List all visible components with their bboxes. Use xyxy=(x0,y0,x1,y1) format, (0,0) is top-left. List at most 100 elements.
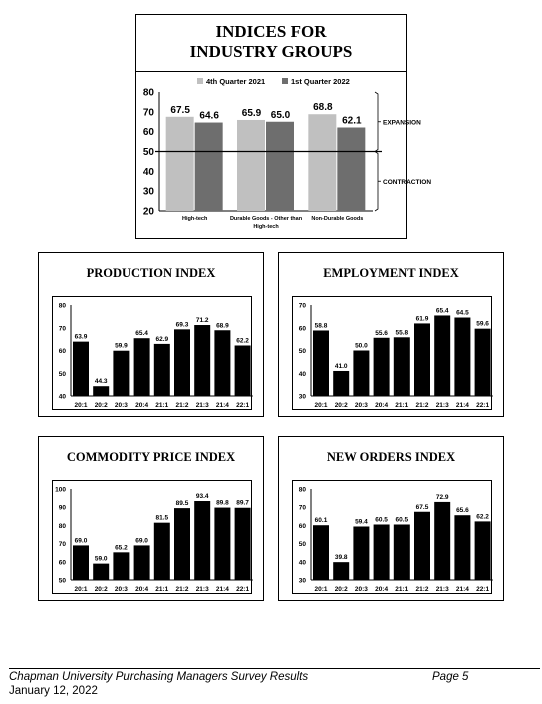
industry-data-label: 65.9 xyxy=(242,108,262,119)
employment-x-tick-label: 20:2 xyxy=(335,402,348,409)
production-data-label: 62.9 xyxy=(155,336,168,343)
industry-category-label: Non-Durable Goods xyxy=(311,216,363,222)
commodity-price-bar xyxy=(133,545,150,580)
production-data-label: 69.3 xyxy=(176,321,189,328)
industry-data-label: 68.8 xyxy=(313,102,333,113)
employment-bar xyxy=(353,350,370,396)
new-orders-data-label: 60.1 xyxy=(315,517,328,524)
industry-category-label: High-tech xyxy=(182,216,208,222)
employment-bar xyxy=(474,328,491,396)
commodity-price-x-tick-label: 20:4 xyxy=(135,586,148,593)
employment-bar xyxy=(414,323,430,396)
commodity-price-data-label: 89.8 xyxy=(216,500,229,507)
new-orders-data-label: 60.5 xyxy=(395,516,408,523)
production-bar xyxy=(73,341,89,396)
production-title: PRODUCTION INDEX xyxy=(86,266,216,280)
new-orders-bar xyxy=(313,525,329,580)
employment-y-tick-label: 70 xyxy=(299,303,307,310)
new-orders-x-tick-label: 21:4 xyxy=(456,586,469,593)
production-data-label: 63.9 xyxy=(75,334,88,341)
industry-legend-swatch xyxy=(197,78,203,84)
contraction-label: CONTRACTION xyxy=(383,179,431,186)
production-y-tick-label: 70 xyxy=(59,325,67,332)
new-orders-y-tick-label: 80 xyxy=(299,487,307,494)
employment-x-tick-label: 20:4 xyxy=(375,402,388,409)
employment-bar xyxy=(333,370,350,396)
industry-bar xyxy=(237,119,265,211)
commodity-price-y-tick-label: 60 xyxy=(59,559,67,566)
production-bar xyxy=(93,386,110,396)
new-orders-bar xyxy=(434,501,451,580)
production-bar xyxy=(194,325,211,396)
production-data-label: 65.4 xyxy=(135,330,148,337)
industry-y-tick-label: 30 xyxy=(143,187,155,198)
production-bar xyxy=(174,329,190,396)
footer-page-number: Page 5 xyxy=(432,671,469,683)
footer-title: Chapman University Purchasing Managers S… xyxy=(9,671,309,683)
production-data-label: 59.9 xyxy=(115,343,128,350)
employment-data-label: 58.8 xyxy=(315,322,328,329)
commodity-price-bar xyxy=(113,552,130,580)
production-y-tick-label: 60 xyxy=(59,348,67,355)
production-x-tick-label: 20:2 xyxy=(95,402,108,409)
employment-data-label: 65.4 xyxy=(436,307,449,314)
commodity-price-title: COMMODITY PRICE INDEX xyxy=(66,450,236,464)
industry-y-tick-label: 20 xyxy=(143,207,155,218)
commodity-price-y-tick-label: 100 xyxy=(55,487,66,494)
employment-x-tick-label: 20:1 xyxy=(314,402,327,409)
employment-data-label: 55.8 xyxy=(395,329,408,336)
expansion-label: EXPANSION xyxy=(383,119,421,126)
industry-title-line2: INDUSTRY GROUPS xyxy=(189,42,353,61)
employment-data-label: 64.5 xyxy=(456,310,469,317)
new-orders-data-label: 62.2 xyxy=(476,513,489,520)
production-y-tick-label: 40 xyxy=(59,394,67,401)
industry-data-label: 64.6 xyxy=(199,111,219,122)
employment-data-label: 55.6 xyxy=(375,330,388,337)
new-orders-data-label: 67.5 xyxy=(416,504,429,511)
industry-legend-label: 1st Quarter 2022 xyxy=(291,77,350,86)
industry-y-tick-label: 80 xyxy=(143,88,155,99)
production-y-tick-label: 50 xyxy=(59,371,67,378)
employment-y-tick-label: 50 xyxy=(299,348,307,355)
industry-category-label: High-tech xyxy=(253,224,279,230)
employment-bar xyxy=(313,330,329,396)
employment-y-tick-label: 30 xyxy=(299,394,307,401)
commodity-price-x-tick-label: 20:1 xyxy=(74,586,87,593)
new-orders-x-tick-label: 20:2 xyxy=(335,586,348,593)
new-orders-x-tick-label: 20:1 xyxy=(314,586,327,593)
employment-x-tick-label: 21:2 xyxy=(415,402,428,409)
commodity-price-y-tick-label: 80 xyxy=(59,523,67,530)
new-orders-bar xyxy=(333,562,350,580)
new-orders-x-tick-label: 22:1 xyxy=(476,586,489,593)
employment-y-tick-label: 60 xyxy=(299,325,307,332)
new-orders-y-tick-label: 60 xyxy=(299,523,307,530)
employment-bar xyxy=(373,337,390,396)
new-orders-data-label: 60.5 xyxy=(375,516,388,523)
new-orders-y-tick-label: 50 xyxy=(299,541,307,548)
new-orders-bar xyxy=(353,526,370,580)
commodity-price-data-label: 69.0 xyxy=(135,537,148,544)
commodity-price-data-label: 93.4 xyxy=(196,493,209,500)
industry-bar xyxy=(194,122,223,211)
employment-x-tick-label: 20:3 xyxy=(355,402,368,409)
production-bar xyxy=(153,343,170,396)
production-y-tick-label: 80 xyxy=(59,303,67,310)
new-orders-data-label: 72.9 xyxy=(436,494,449,501)
industry-bar xyxy=(337,127,366,211)
production-data-label: 68.9 xyxy=(216,322,229,329)
production-data-label: 62.2 xyxy=(236,337,249,344)
commodity-price-x-tick-label: 22:1 xyxy=(236,586,249,593)
industry-category-label: Durable Goods - Other than xyxy=(230,216,303,222)
production-x-tick-label: 22:1 xyxy=(236,402,249,409)
production-bar xyxy=(234,345,251,396)
commodity-price-data-label: 89.5 xyxy=(176,500,189,507)
industry-y-tick-label: 70 xyxy=(143,107,155,118)
commodity-price-x-tick-label: 21:1 xyxy=(155,586,168,593)
industry-bar xyxy=(165,116,194,211)
commodity-price-bar xyxy=(93,563,110,580)
industry-bar xyxy=(266,121,294,211)
